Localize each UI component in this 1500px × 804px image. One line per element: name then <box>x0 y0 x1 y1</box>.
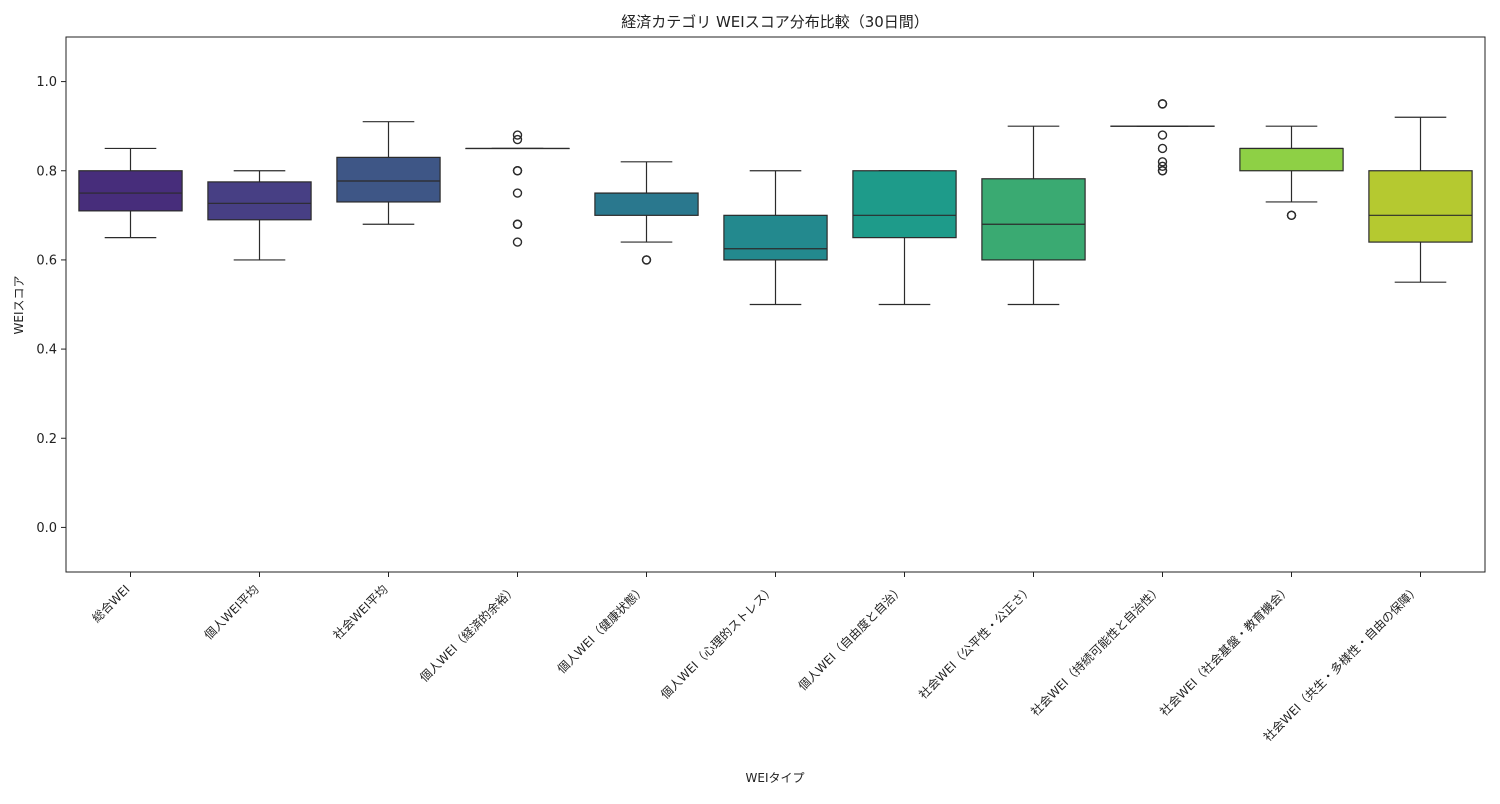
outlier-point <box>1159 144 1167 152</box>
outlier-point <box>514 220 522 228</box>
box-series-10 <box>1240 126 1343 219</box>
outlier-point <box>1159 131 1167 139</box>
outlier-point <box>643 256 651 264</box>
y-tick-label: 0.8 <box>36 164 57 179</box>
chart-title: 経済カテゴリ WEIスコア分布比較（30日間） <box>621 13 929 31</box>
x-tick-label: 総合WEI <box>89 582 133 626</box>
box-series-4 <box>466 131 569 246</box>
x-tick-label: 個人WEI（健康状態） <box>554 582 649 677</box>
box-series-2 <box>208 171 311 260</box>
box-series-6 <box>724 171 827 305</box>
y-tick-label: 0.6 <box>36 253 57 268</box>
outlier-point <box>514 189 522 197</box>
y-tick-label: 1.0 <box>36 75 57 90</box>
x-axis-label: WEIタイプ <box>746 771 805 785</box>
x-tick-label: 個人WEI平均 <box>202 582 262 642</box>
outlier-point <box>514 167 522 175</box>
outlier-point <box>514 238 522 246</box>
box-iqr <box>79 171 182 211</box>
outlier-point <box>1288 211 1296 219</box>
x-tick-label: 個人WEI（経済的余裕） <box>416 582 519 685</box>
y-tick-label: 0.0 <box>36 521 57 536</box>
y-tick-label: 0.4 <box>36 343 57 358</box>
box-series-11 <box>1369 117 1472 282</box>
box-series-8 <box>982 126 1085 304</box>
box-series-9 <box>1111 100 1214 175</box>
box-iqr <box>1369 171 1472 242</box>
x-tick-label: 社会WEI（公平性・公正さ） <box>915 582 1035 702</box>
box-series-3 <box>337 122 440 225</box>
x-tick-label: 社会WEI（共生・多様性・自由の保障） <box>1260 582 1423 745</box>
y-axis-label: WEIスコア <box>12 276 26 335</box>
box-series-5 <box>595 162 698 264</box>
boxes-layer <box>79 100 1472 305</box>
box-iqr <box>595 193 698 215</box>
box-iqr <box>1240 148 1343 170</box>
outlier-point <box>1159 100 1167 108</box>
x-tick-label: 社会WEI（持続可能性と自治性） <box>1027 582 1164 719</box>
box-iqr <box>337 157 440 202</box>
box-iqr <box>724 215 827 260</box>
box-series-7 <box>853 171 956 305</box>
x-tick-label: 個人WEI（自由度と自治） <box>795 582 907 694</box>
box-iqr <box>982 179 1085 260</box>
box-iqr <box>208 182 311 220</box>
y-axis: 0.0 0.2 0.4 0.6 0.8 1.0 <box>36 75 66 536</box>
box-series-1 <box>79 148 182 237</box>
x-axis: 総合WEI 個人WEI平均 社会WEI平均個人WEI（経済的余裕） 個人WEI（健康状… <box>89 572 1423 744</box>
x-tick-label: 社会WEI（社会基盤・教育機会） <box>1156 582 1293 719</box>
x-tick-label: 社会WEI平均 <box>330 582 391 643</box>
box-iqr <box>853 171 956 238</box>
x-tick-label: 個人WEI（心理的ストレス） <box>657 582 777 702</box>
y-tick-label: 0.2 <box>36 432 57 447</box>
